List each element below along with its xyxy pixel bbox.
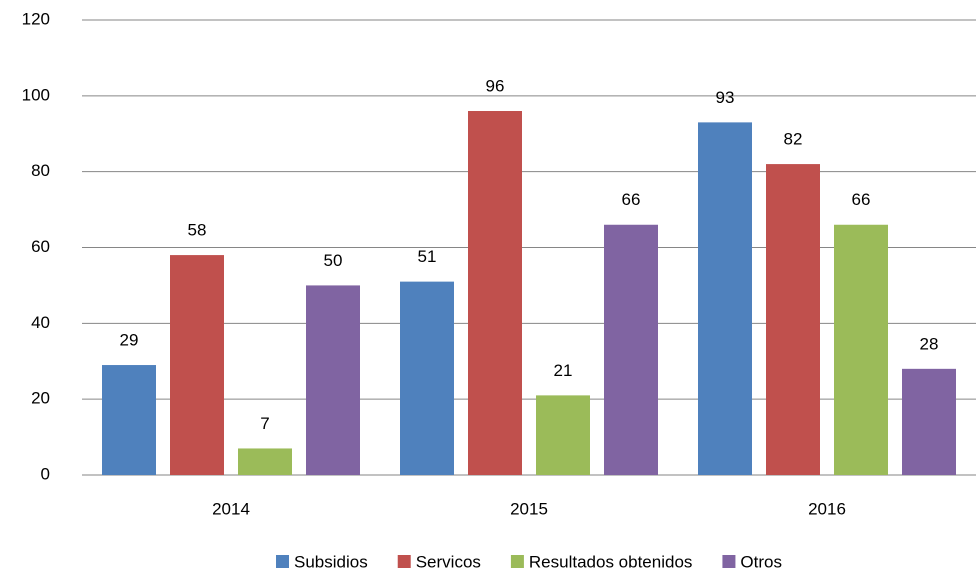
bar: [238, 448, 292, 475]
value-label: 96: [486, 76, 505, 95]
legend-label: Subsidios: [294, 552, 368, 571]
x-tick-label: 2016: [808, 499, 846, 518]
y-tick-label: 100: [22, 85, 50, 104]
legend-swatch: [722, 555, 736, 568]
bar: [400, 281, 454, 475]
y-tick-label: 80: [31, 161, 50, 180]
x-tick-label: 2014: [212, 499, 250, 518]
y-tick-label: 120: [22, 9, 50, 28]
x-tick-label: 2015: [510, 499, 548, 518]
bar: [468, 111, 522, 475]
y-tick-label: 60: [31, 237, 50, 256]
bar: [766, 164, 820, 476]
value-label: 93: [716, 88, 735, 107]
y-tick-label: 0: [41, 464, 50, 483]
value-label: 58: [188, 221, 207, 240]
bar: [834, 224, 888, 475]
bar: [306, 285, 360, 475]
value-label: 66: [852, 190, 871, 209]
bar: [170, 255, 224, 475]
legend-label: Servicos: [416, 552, 481, 571]
legend-label: Resultados obtenidos: [529, 552, 693, 571]
legend-label: Otros: [740, 552, 782, 571]
bar: [536, 395, 590, 475]
bar: [102, 365, 156, 475]
legend-swatch: [510, 555, 524, 568]
bar: [604, 224, 658, 475]
bar: [698, 122, 752, 475]
legend-swatch: [397, 555, 411, 568]
value-label: 28: [920, 334, 939, 353]
value-label: 7: [260, 414, 269, 433]
legend-swatch: [276, 555, 290, 568]
value-label: 51: [418, 247, 437, 266]
value-label: 66: [622, 190, 641, 209]
y-tick-label: 40: [31, 313, 50, 332]
value-label: 82: [784, 130, 803, 149]
y-tick-label: 20: [31, 389, 50, 408]
value-label: 50: [324, 251, 343, 270]
bar: [902, 368, 956, 475]
value-label: 21: [554, 361, 573, 380]
value-label: 29: [120, 331, 139, 350]
